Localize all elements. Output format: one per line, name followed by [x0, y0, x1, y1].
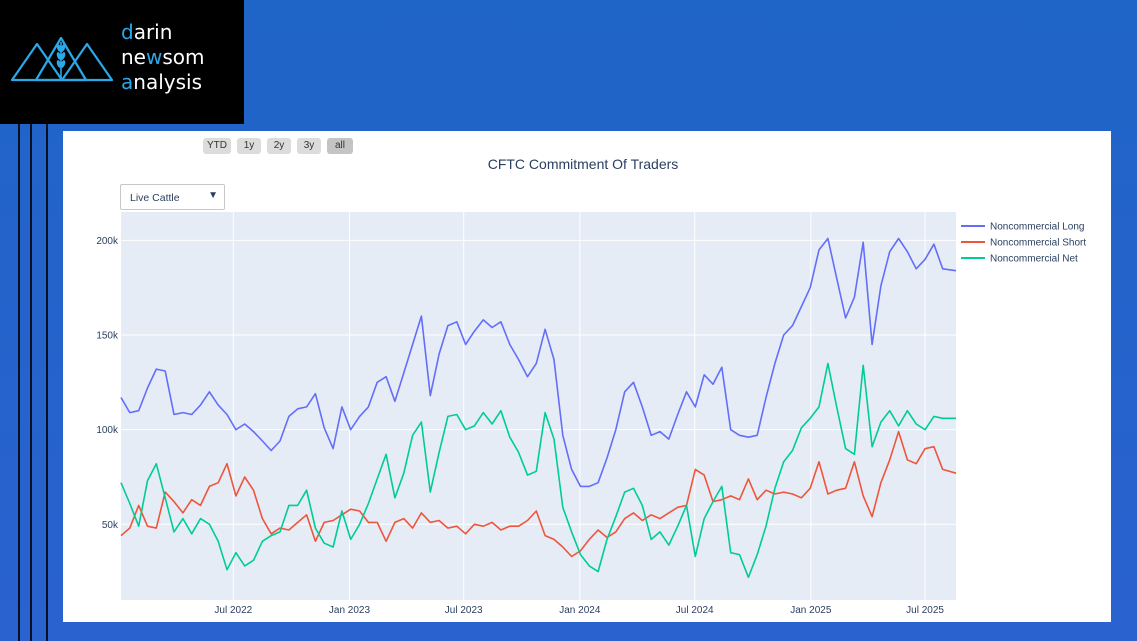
chart-title: CFTC Commitment Of Traders — [487, 156, 679, 172]
decor-line-2 — [30, 124, 32, 641]
legend: Noncommercial Long Noncommercial Short Non… — [961, 222, 1086, 265]
dropdown-value: Live Cattle — [130, 192, 180, 204]
legend-label[interactable]: Noncommercial Long — [990, 222, 1085, 233]
chart-panel: YTD 1y 2y 3y all CFTC Commitment Of Trad… — [63, 131, 1111, 622]
x-tick-label: Jan 2024 — [559, 605, 601, 616]
brand-line-3: analysis — [121, 70, 202, 94]
y-axis-ticks: 50k 100k 150k 200k — [96, 236, 119, 531]
x-tick-label: Jul 2025 — [906, 605, 944, 616]
mountains-wheat-icon — [10, 36, 114, 82]
line-chart[interactable]: 50k 100k 150k 200k Jul 2022 Jan 2023 Jul 2023… — [63, 131, 1111, 622]
x-tick-label: Jul 2023 — [445, 605, 483, 616]
series-line-noncommercial-short[interactable] — [120, 430, 957, 558]
range-button-1y[interactable]: 1y — [237, 138, 261, 154]
range-button-2y[interactable]: 2y — [267, 138, 291, 154]
y-tick-label: 100k — [96, 425, 119, 436]
x-tick-label: Jul 2024 — [676, 605, 714, 616]
decor-line-3 — [46, 124, 48, 641]
brand-line-2: newsom — [121, 45, 205, 69]
plot-area — [121, 212, 956, 600]
legend-label[interactable]: Noncommercial Short — [990, 238, 1086, 249]
series-line-noncommercial-net[interactable] — [120, 362, 956, 579]
x-tick-label: Jan 2023 — [329, 605, 371, 616]
decor-line-1 — [18, 124, 20, 641]
commodity-dropdown[interactable]: Live Cattle ▼ — [120, 184, 225, 210]
y-tick-label: 150k — [96, 331, 119, 342]
x-tick-label: Jul 2022 — [214, 605, 252, 616]
legend-label[interactable]: Noncommercial Net — [990, 254, 1078, 265]
brand-logo: darin newsom analysis — [0, 0, 244, 124]
range-button-all[interactable]: all — [327, 138, 353, 154]
range-button-3y[interactable]: 3y — [297, 138, 321, 154]
dropdown-arrow-icon: ▼ — [208, 190, 218, 201]
y-tick-label: 200k — [96, 236, 119, 247]
y-tick-label: 50k — [102, 520, 119, 531]
series-line-noncommercial-long[interactable] — [120, 237, 957, 488]
x-tick-label: Jan 2025 — [790, 605, 832, 616]
range-button-ytd[interactable]: YTD — [203, 138, 231, 154]
x-axis-ticks: Jul 2022 Jan 2023 Jul 2023 Jan 2024 Jul 2024… — [214, 605, 944, 616]
series-lines — [120, 237, 957, 579]
brand-line-1: darin — [121, 20, 173, 44]
brand-name: darin newsom analysis — [121, 20, 204, 95]
